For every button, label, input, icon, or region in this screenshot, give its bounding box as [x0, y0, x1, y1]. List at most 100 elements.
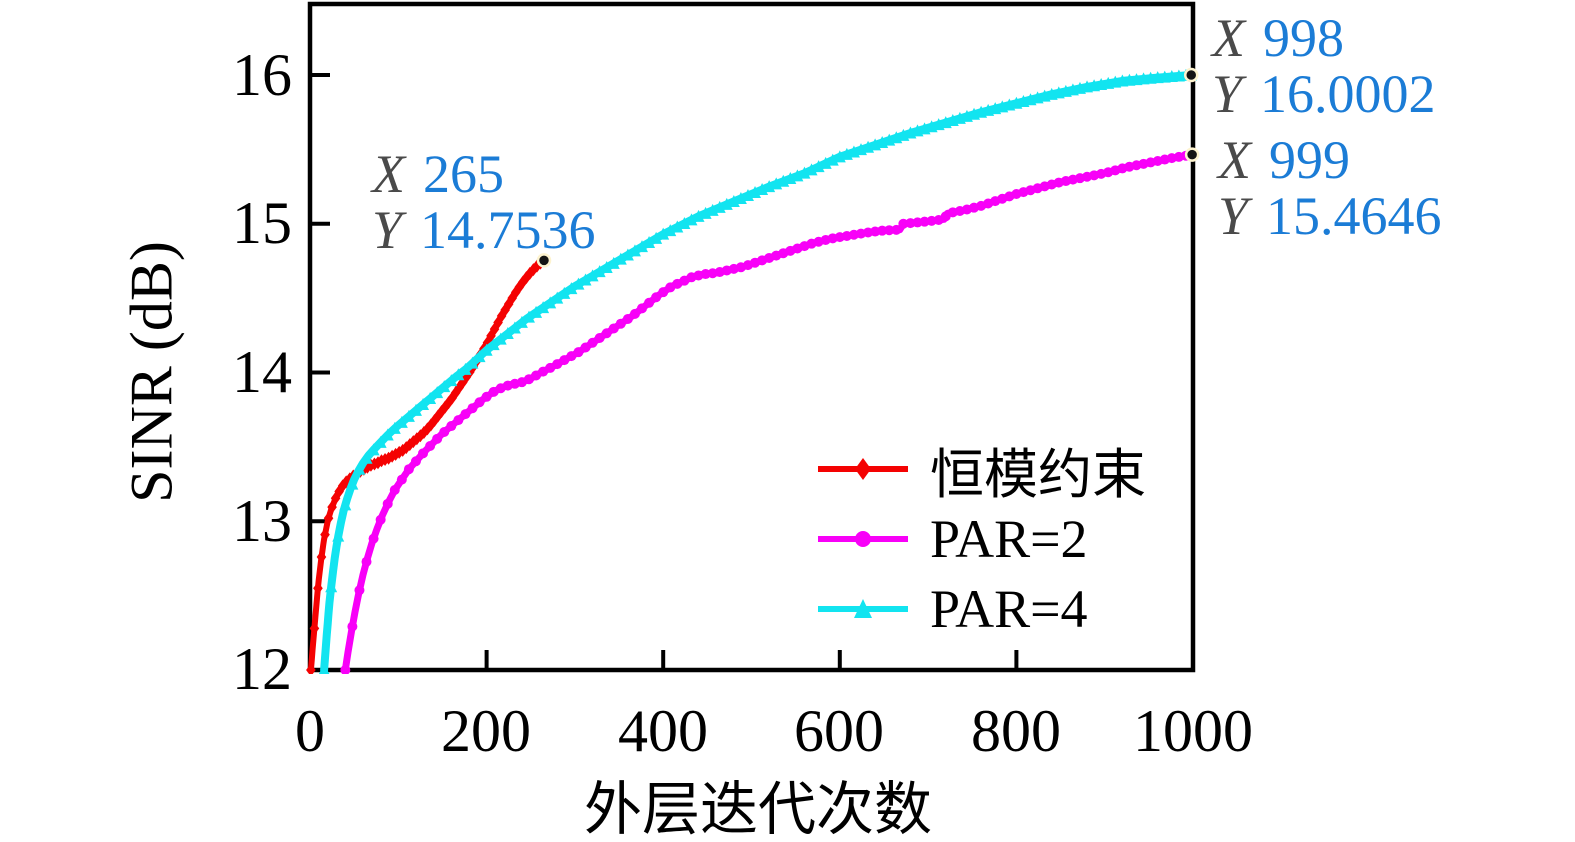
series-marker-diamond — [323, 511, 334, 525]
series-marker-triangle — [558, 286, 571, 299]
series-marker-circle — [432, 433, 443, 444]
series-marker-triangle — [572, 277, 585, 290]
series-marker-triangle — [318, 663, 330, 674]
series-marker-diamond — [306, 663, 316, 674]
plot-border — [307, 1, 1196, 673]
series-marker-triangle — [494, 332, 507, 345]
datatip-anchor-dot[interactable] — [1184, 147, 1200, 162]
series-marker-diamond — [404, 438, 415, 452]
series-marker-circle — [637, 303, 648, 314]
x-tick-label-200: 200 — [441, 698, 531, 764]
series-marker-triangle — [417, 397, 430, 410]
datatip-par2[interactable]: X 999 Y 15.4646 — [1218, 132, 1442, 244]
series-marker-diamond — [327, 500, 337, 514]
legend-label-par2: PAR=2 — [930, 509, 1088, 569]
series-marker-triangle — [593, 265, 606, 278]
x-tick-label-400: 400 — [618, 698, 708, 764]
series-marker-circle — [425, 440, 436, 451]
x-axis-label: 外层迭代次数 — [583, 777, 933, 842]
series-marker-circle — [460, 409, 471, 420]
series-marker-triangle — [388, 421, 401, 434]
series-marker-diamond — [412, 432, 422, 446]
series-marker-circle — [474, 397, 485, 408]
legend-label-par4: PAR=4 — [930, 579, 1088, 639]
series-marker-triangle — [473, 350, 486, 363]
datatip-x-value: 265 — [423, 144, 504, 204]
series-marker-circle — [361, 556, 372, 567]
series-marker-triangle — [515, 315, 528, 328]
series-marker-diamond — [447, 391, 457, 405]
series-marker-triangle — [678, 216, 691, 229]
series-marker-triangle — [565, 282, 578, 295]
y-tick-label-16: 16 — [232, 42, 292, 108]
x-tick-label-0: 0 — [295, 698, 325, 764]
series-marker-circle — [481, 391, 492, 402]
series-marker-circle — [410, 456, 421, 467]
series-marker-triangle — [614, 252, 627, 265]
legend-item-par4[interactable]: PAR=4 — [816, 574, 1146, 644]
series-marker-triangle — [664, 224, 677, 237]
series-marker-diamond — [429, 413, 440, 427]
legend-line-red-diamond-icon — [818, 458, 908, 480]
series-marker-triangle — [551, 291, 564, 304]
series-marker-circle — [347, 621, 358, 632]
series-marker-triangle — [438, 380, 451, 393]
axes-box — [307, 1, 1196, 673]
legend-label-constant-modulus: 恒模约束 — [930, 444, 1146, 505]
datatip-y-value: 15.4646 — [1266, 186, 1442, 246]
series-marker-triangle — [798, 166, 811, 179]
series-marker-triangle — [424, 392, 437, 405]
series-marker-circle — [382, 498, 393, 509]
series-PAR=2[interactable] — [340, 149, 1197, 675]
series-marker-triangle — [395, 415, 408, 428]
series-恒模约束[interactable] — [306, 253, 549, 677]
datatip-anchor-dot[interactable] — [536, 253, 552, 268]
series-marker-circle — [439, 427, 450, 437]
series-marker-circle — [658, 287, 669, 298]
series-marker-circle — [418, 448, 429, 459]
series-marker-triangle — [381, 428, 394, 441]
series-marker-diamond — [344, 472, 355, 486]
series-line[interactable] — [307, 257, 547, 673]
series-marker-circle — [573, 347, 584, 358]
series-marker-diamond — [436, 405, 447, 419]
series-marker-circle — [580, 342, 591, 353]
series-marker-circle — [608, 323, 619, 334]
series-marker-triangle — [812, 160, 825, 173]
series-marker-triangle — [466, 356, 479, 369]
series-marker-triangle — [480, 343, 493, 356]
datatip-constant-modulus[interactable]: X 265 Y 14.7536 — [372, 146, 596, 258]
series-marker-triangle — [339, 498, 352, 511]
legend-item-par2[interactable]: PAR=2 — [816, 504, 1146, 574]
series-marker-triangle — [819, 156, 832, 169]
series-marker-circle — [396, 474, 407, 485]
datatip-y-value: 14.7536 — [420, 200, 596, 260]
x-tick-label-1000: 1000 — [1133, 698, 1253, 764]
series-marker-diamond — [337, 479, 348, 493]
x-tick-label-600: 600 — [794, 698, 884, 764]
series-marker-diamond — [454, 381, 465, 395]
legend-item-constant-modulus[interactable]: 恒模约束 — [816, 434, 1146, 505]
series-marker-triangle — [445, 374, 458, 387]
series-marker-circle — [446, 421, 457, 432]
series-marker-circle — [403, 464, 414, 475]
series-marker-triangle — [628, 244, 641, 257]
series-marker-circle — [629, 308, 640, 319]
series-marker-circle — [587, 337, 598, 348]
series-marker-diamond — [514, 280, 525, 294]
series-marker-triangle — [353, 462, 366, 475]
series-marker-diamond — [316, 550, 327, 564]
datatip-anchor-dot[interactable] — [1183, 67, 1199, 83]
series-marker-diamond — [313, 581, 323, 595]
series-marker-triangle — [431, 386, 444, 399]
legend-line-cyan-triangle-icon — [818, 599, 908, 618]
datatip-par4[interactable]: X 998 Y 16.0002 — [1212, 10, 1436, 122]
series-marker-triangle — [452, 368, 465, 381]
series-marker-circle — [354, 585, 365, 596]
series-marker-triangle — [501, 327, 514, 340]
series-marker-diamond — [320, 528, 330, 542]
series-marker-triangle — [826, 153, 839, 166]
series-marker-circle — [615, 318, 626, 329]
